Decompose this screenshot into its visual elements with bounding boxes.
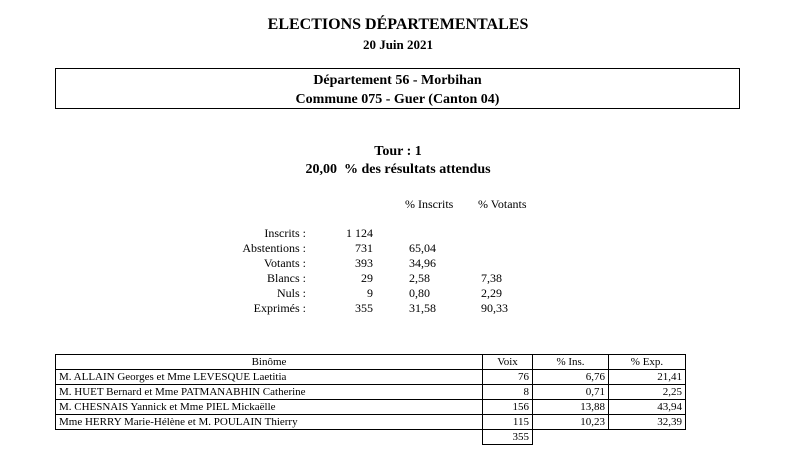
table-row: M. CHESNAIS Yannick et Mme PIEL Mickaëll… [55, 399, 686, 415]
stat-pct-votants: 90,33 [481, 301, 508, 315]
stat-pct-votants: 2,29 [481, 286, 502, 300]
cell-pct-exp: 43,94 [608, 399, 686, 415]
stat-value: 1 124 [346, 226, 373, 240]
stat-pct-inscrits: 0,80 [409, 286, 430, 300]
table-row: M. HUET Bernard et Mme PATMANABHIN Cathe… [55, 384, 686, 400]
cell-binome: Mme HERRY Marie-Hélène et M. POULAIN Thi… [55, 414, 483, 430]
cell-pct-exp: 32,39 [608, 414, 686, 430]
stat-label: Exprimés : [253, 301, 306, 315]
col-binome: Binôme [55, 354, 483, 370]
stat-pct-inscrits: 65,04 [409, 241, 436, 255]
stat-value: 731 [355, 241, 373, 255]
stat-label: Abstentions : [242, 241, 306, 255]
results-header: Binôme Voix % Ins. % Exp. [55, 354, 686, 370]
cell-voix: 76 [482, 369, 533, 385]
stat-label: Blancs : [267, 271, 306, 285]
stat-label: Votants : [263, 256, 306, 270]
cell-pct-exp: 21,41 [608, 369, 686, 385]
results-table: Binôme Voix % Ins. % Exp. M. ALLAIN Geor… [55, 354, 686, 445]
cell-voix: 156 [482, 399, 533, 415]
header-pct-votants: % Votants [478, 197, 527, 211]
cell-pct-ins: 6,76 [532, 369, 609, 385]
table-row: M. ALLAIN Georges et Mme LEVESQUE Laetit… [55, 369, 686, 385]
commune: Commune 075 - Guer (Canton 04) [295, 92, 500, 107]
stat-pct-inscrits: 31,58 [409, 301, 436, 315]
stat-pct-inscrits: 2,58 [409, 271, 430, 285]
cell-binome: M. ALLAIN Georges et Mme LEVESQUE Laetit… [55, 369, 483, 385]
stat-value: 355 [355, 301, 373, 315]
cell-pct-exp: 2,25 [608, 384, 686, 400]
cell-binome: M. CHESNAIS Yannick et Mme PIEL Mickaëll… [55, 399, 483, 415]
cell-voix: 8 [482, 384, 533, 400]
stat-pct-inscrits: 34,96 [409, 256, 436, 270]
col-voix: Voix [482, 354, 533, 370]
cell-pct-ins: 13,88 [532, 399, 609, 415]
departement: Département 56 - Morbihan [313, 73, 482, 88]
stat-label: Inscrits : [264, 226, 306, 240]
stat-pct-votants: 7,38 [481, 271, 502, 285]
cell-binome: M. HUET Bernard et Mme PATMANABHIN Cathe… [55, 384, 483, 400]
col-pct-ins: % Ins. [532, 354, 609, 370]
col-pct-exp: % Exp. [608, 354, 686, 370]
progress: 20,00 % des résultats attendus [305, 162, 491, 177]
tour: Tour : 1 [374, 144, 422, 159]
location-box: Département 56 - Morbihan Commune 075 - … [55, 68, 740, 109]
table-row: Mme HERRY Marie-Hélène et M. POULAIN Thi… [55, 414, 686, 430]
stat-value: 29 [361, 271, 373, 285]
stat-value: 9 [367, 286, 373, 300]
page-title: ELECTIONS DÉPARTEMENTALES [267, 16, 529, 33]
cell-pct-ins: 10,23 [532, 414, 609, 430]
stat-label: Nuls : [276, 286, 306, 300]
election-date: 20 Juin 2021 [362, 37, 434, 52]
total-row: 355 [56, 429, 686, 445]
stat-value: 393 [355, 256, 373, 270]
cell-pct-ins: 0,71 [532, 384, 609, 400]
header-pct-inscrits: % Inscrits [405, 197, 454, 211]
cell-voix: 115 [482, 414, 533, 430]
total-voix: 355 [482, 429, 533, 445]
